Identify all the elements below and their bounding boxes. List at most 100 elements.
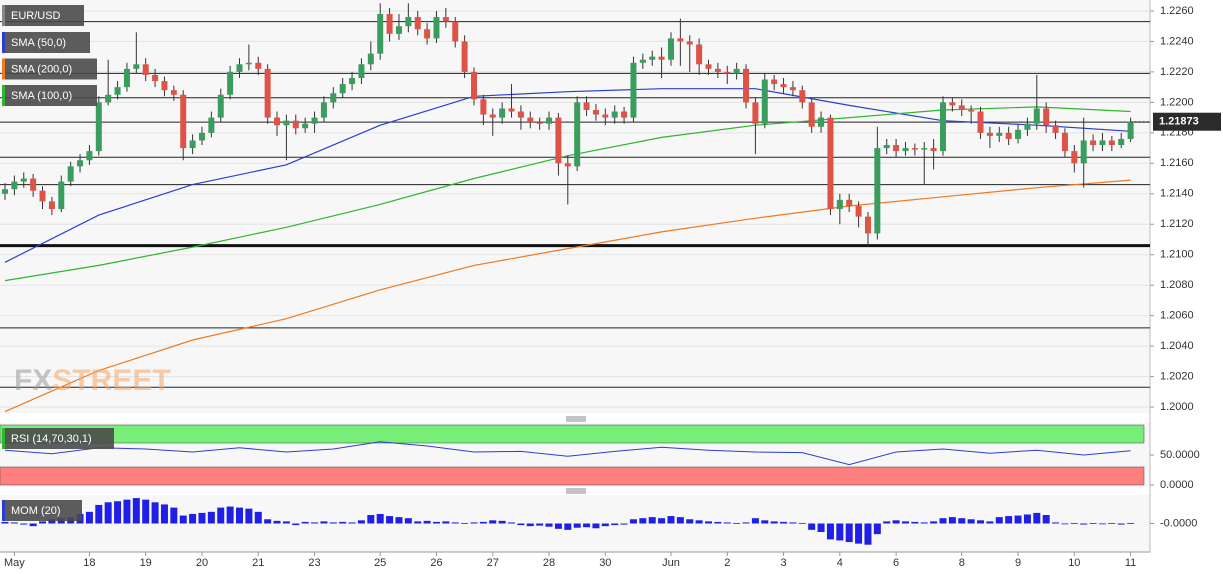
candle-body xyxy=(424,29,431,39)
mom-bar xyxy=(1061,523,1069,525)
candle-body xyxy=(274,117,281,126)
mom-bar xyxy=(789,522,797,524)
mom-bar xyxy=(808,523,816,530)
mom-bar xyxy=(470,522,478,524)
mom-bar xyxy=(357,520,365,524)
mom-bar xyxy=(142,499,150,524)
candle-body xyxy=(236,64,243,72)
mom-bar xyxy=(489,520,497,524)
mom-bar xyxy=(217,507,225,524)
candle-body xyxy=(555,117,562,164)
candle-body xyxy=(320,102,327,118)
mom-bar xyxy=(536,523,544,526)
candle-body xyxy=(48,201,55,210)
panel-handle[interactable] xyxy=(566,488,586,494)
candle-body xyxy=(311,117,318,124)
legend-swatch xyxy=(2,58,5,80)
candle-body xyxy=(743,68,750,103)
legend-swatch xyxy=(2,500,5,521)
x-tick-label: 4 xyxy=(837,557,843,569)
lower-band xyxy=(0,466,1145,486)
candle-body xyxy=(1043,108,1050,126)
mom-bar xyxy=(592,523,600,529)
mom-bar xyxy=(977,520,985,524)
candle-body xyxy=(592,109,599,115)
y-tick-label: 1.2160 xyxy=(1160,157,1194,169)
mom-bar xyxy=(329,522,337,524)
x-tick-label: 11 xyxy=(1125,557,1136,569)
candle-body xyxy=(780,84,787,88)
mom-bar xyxy=(1070,522,1078,524)
candle-body xyxy=(245,62,252,65)
mom-bar xyxy=(339,521,347,524)
candle-body xyxy=(58,181,65,210)
mom-bar xyxy=(404,518,412,524)
mom-bar xyxy=(414,521,422,524)
candle-body xyxy=(874,148,881,234)
mom-bar xyxy=(29,523,37,527)
y-tick-label: 1.2020 xyxy=(1160,370,1194,382)
mom-bar xyxy=(104,502,112,524)
last-price-box xyxy=(1153,112,1221,131)
candle-body xyxy=(105,94,112,103)
mom-bar xyxy=(742,522,750,524)
mom-bar xyxy=(451,522,459,524)
candle-body xyxy=(499,108,506,118)
mom-bar xyxy=(432,521,440,524)
mom-bar xyxy=(1127,522,1135,524)
candle-body xyxy=(808,102,815,127)
mom-bar xyxy=(873,523,881,535)
mom-bar xyxy=(855,523,863,544)
candle-body xyxy=(1005,132,1012,139)
candle-body xyxy=(386,14,393,34)
mom-bar xyxy=(892,520,900,524)
mom-bar xyxy=(845,523,853,543)
mom-bar xyxy=(114,501,122,524)
legend-label: MOM (20) xyxy=(11,505,61,517)
x-tick-label: 3 xyxy=(780,557,786,569)
mom-bar xyxy=(901,521,909,524)
candle-body xyxy=(433,17,440,39)
mom-bar xyxy=(930,521,938,524)
upper-band xyxy=(0,424,1145,444)
legend-swatch xyxy=(2,5,5,26)
y-tick-label: 1.2240 xyxy=(1160,35,1194,47)
mom-bar xyxy=(367,515,375,524)
candle-body xyxy=(986,132,993,136)
panel-handle[interactable] xyxy=(566,416,586,422)
x-tick-label: 25 xyxy=(374,557,386,569)
mom-bar xyxy=(1108,522,1116,524)
candle-body xyxy=(395,26,402,34)
x-tick-label: 21 xyxy=(252,557,264,569)
x-tick-label: 6 xyxy=(893,557,899,569)
candle-body xyxy=(349,77,356,85)
candle-body xyxy=(611,111,618,118)
candle-body xyxy=(949,102,956,106)
candle-body xyxy=(358,64,365,78)
candle-body xyxy=(818,117,825,127)
y-tick-label: 1.2000 xyxy=(1160,401,1194,413)
mom-bar xyxy=(667,516,675,524)
candle-body xyxy=(968,109,975,112)
candle-body xyxy=(639,59,646,63)
candle-body xyxy=(921,148,928,150)
mom-bar xyxy=(817,523,825,532)
candle-body xyxy=(1127,121,1134,139)
candle-body xyxy=(170,90,177,95)
y-tick-label: 1.2080 xyxy=(1160,279,1194,291)
y-tick-label: 1.2260 xyxy=(1160,5,1194,17)
candle-body xyxy=(930,148,937,152)
mom-bar xyxy=(911,521,919,524)
candle-body xyxy=(1090,140,1097,146)
mom-bar xyxy=(676,517,684,524)
candle-body xyxy=(1108,140,1115,146)
candle-body xyxy=(658,56,665,60)
candle-body xyxy=(977,111,984,133)
candle-body xyxy=(152,74,159,82)
mom-bar xyxy=(620,523,628,525)
candle-body xyxy=(761,79,768,124)
candle-body xyxy=(864,216,871,234)
candle-body xyxy=(442,17,449,22)
legend-swatch xyxy=(2,32,5,53)
mom-bar xyxy=(189,513,197,524)
